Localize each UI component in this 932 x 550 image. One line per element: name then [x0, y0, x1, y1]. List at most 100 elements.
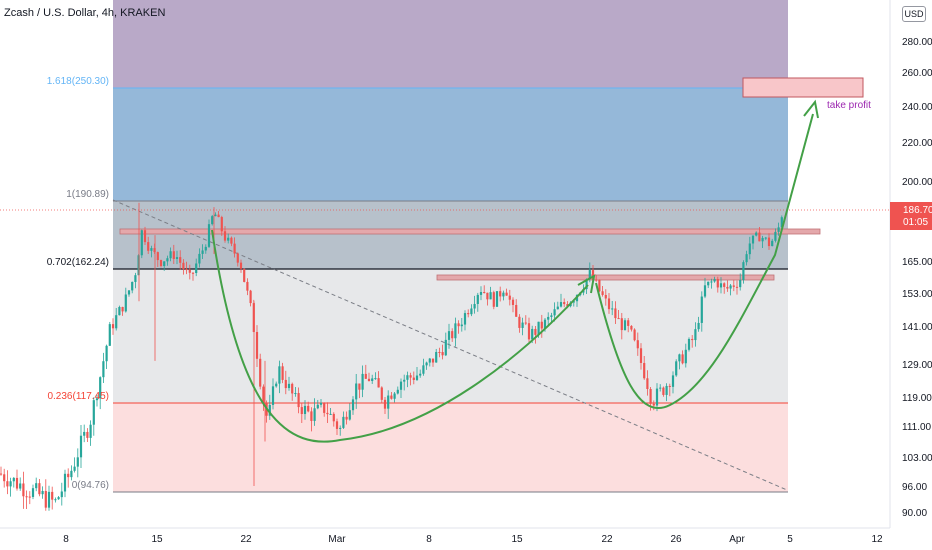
candle-body — [521, 322, 524, 328]
candle-body — [595, 279, 598, 281]
cup-pattern-curve[interactable] — [211, 229, 589, 443]
candle-body — [390, 395, 393, 399]
candle-body — [611, 308, 614, 310]
candle-body — [191, 272, 195, 274]
candle-body — [534, 328, 537, 335]
candle-body — [495, 291, 499, 307]
candle-body — [380, 387, 383, 400]
candle-body — [83, 431, 86, 436]
candle-body — [361, 373, 364, 390]
trendline-dashed[interactable] — [112, 199, 788, 491]
candle-body — [230, 237, 233, 244]
candle-body — [588, 270, 591, 280]
candle-body — [415, 375, 419, 380]
candle-body — [284, 379, 287, 389]
candle-body — [636, 340, 639, 349]
candle-body — [214, 214, 217, 217]
candle-body — [95, 398, 99, 401]
candle-body — [371, 378, 374, 381]
candle-body — [620, 318, 623, 331]
candle-body — [739, 280, 742, 288]
candle-body — [460, 324, 463, 327]
candle-body — [329, 413, 332, 415]
candle-body — [89, 424, 92, 438]
candle-body — [332, 413, 335, 422]
candle-body — [515, 304, 518, 317]
candle-body — [761, 237, 764, 242]
candle-body — [150, 248, 153, 251]
candle-body — [655, 388, 659, 406]
candle-body — [63, 473, 67, 492]
candle-body — [76, 457, 79, 467]
handle-pattern-curve[interactable] — [595, 113, 814, 410]
candle-body — [243, 268, 246, 282]
candle-body — [713, 279, 716, 282]
time-axis[interactable]: 8 15 22 Mar 8 15 22 26 Apr 5 12 — [63, 534, 883, 545]
candle-body — [127, 290, 131, 295]
last-price-countdown: 01:05 — [903, 217, 928, 228]
time-tick-label: 26 — [670, 534, 682, 545]
candle-body — [694, 329, 697, 341]
price-tick-label: 90.00 — [902, 508, 927, 519]
candle-body — [601, 291, 604, 295]
candle-body — [591, 270, 595, 280]
candle-body — [719, 283, 723, 288]
time-tick-label: 12 — [871, 534, 883, 545]
candle-body — [310, 411, 313, 421]
candle-body — [643, 362, 646, 379]
candle-body — [454, 323, 457, 339]
candle-body — [412, 377, 415, 380]
price-axis[interactable]: 280.00 260.00 240.00 220.00 200.00 165.00 153.… — [902, 37, 932, 519]
candle-body — [60, 491, 63, 498]
candle-body — [383, 399, 387, 409]
fib-level-label: 1(190.89) — [66, 189, 109, 200]
candle-body — [639, 348, 643, 363]
candle-body — [649, 388, 652, 404]
candle-body — [700, 296, 703, 323]
candle-body — [9, 481, 12, 487]
candle-body — [195, 263, 198, 273]
candle-body — [687, 338, 691, 350]
candle-body — [531, 328, 534, 340]
price-tick-label: 153.00 — [902, 289, 932, 300]
candle-body — [28, 496, 31, 498]
candle-body — [262, 386, 265, 403]
currency-badge[interactable]: USD — [902, 6, 926, 22]
candle-body — [86, 431, 89, 438]
candle-body — [505, 292, 508, 296]
candle-body — [211, 216, 214, 225]
candle-body — [630, 325, 633, 330]
candle-body — [105, 345, 108, 362]
take-profit-label: take profit — [827, 100, 871, 111]
candle-body — [364, 373, 367, 379]
candle-body — [499, 291, 502, 297]
candle-body — [527, 323, 531, 340]
candle-body — [508, 295, 511, 300]
candle-body — [678, 354, 681, 362]
candle-body — [771, 240, 774, 247]
candle-body — [236, 253, 239, 263]
candle-body — [268, 404, 271, 416]
candle-body — [684, 349, 687, 364]
candle-body — [483, 292, 486, 294]
candle-body — [473, 303, 476, 309]
candle-body — [403, 379, 406, 382]
resistance-zone-upper[interactable] — [119, 228, 821, 235]
candle-body — [275, 383, 278, 387]
candle-body — [355, 383, 358, 400]
candle-body — [419, 373, 422, 376]
last-price-badge — [890, 202, 932, 230]
price-tick-label: 280.00 — [902, 37, 932, 48]
candle-body — [44, 490, 47, 508]
resistance-zone-neckline[interactable] — [436, 274, 775, 281]
take-profit-box[interactable] — [742, 77, 864, 98]
candle-body — [547, 316, 550, 320]
candle-body — [179, 257, 182, 263]
candle-body — [748, 243, 751, 255]
candle-body — [198, 253, 201, 264]
candle-body — [444, 339, 447, 356]
candle-body — [479, 292, 483, 295]
price-tick-label: 141.00 — [902, 322, 932, 333]
time-tick-label: 22 — [601, 534, 613, 545]
